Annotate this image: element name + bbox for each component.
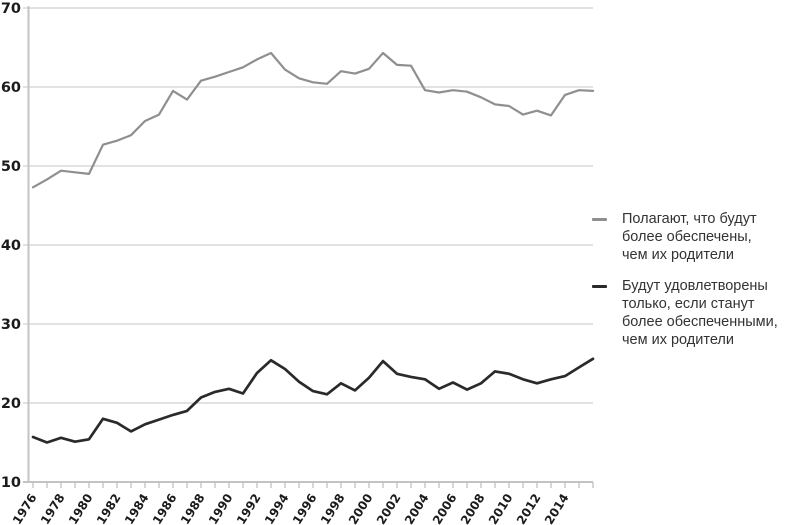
svg-text:2002: 2002 bbox=[374, 491, 404, 525]
svg-text:2004: 2004 bbox=[402, 491, 432, 525]
svg-text:1986: 1986 bbox=[150, 491, 180, 525]
svg-text:20: 20 bbox=[1, 396, 21, 412]
svg-text:10: 10 bbox=[1, 475, 21, 491]
svg-text:1996: 1996 bbox=[290, 491, 320, 525]
series-line-0 bbox=[31, 51, 595, 189]
svg-text:30: 30 bbox=[1, 317, 21, 333]
svg-text:1990: 1990 bbox=[206, 491, 236, 525]
svg-text:2012: 2012 bbox=[514, 491, 544, 525]
y-gridlines bbox=[23, 7, 593, 404]
dark-line-swatch bbox=[592, 284, 607, 288]
legend-label: Будут удовлетворены только, если станут … bbox=[622, 278, 778, 348]
svg-text:1992: 1992 bbox=[234, 491, 264, 525]
series-line-1 bbox=[31, 357, 595, 444]
svg-text:1984: 1984 bbox=[122, 491, 152, 525]
y-tick-labels: 10 20 30 40 50 60 70 bbox=[1, 1, 21, 491]
x-ticks bbox=[32, 482, 594, 488]
svg-text:1980: 1980 bbox=[66, 491, 96, 525]
svg-text:2010: 2010 bbox=[486, 491, 516, 525]
svg-text:1998: 1998 bbox=[318, 491, 348, 525]
svg-text:50: 50 bbox=[1, 159, 21, 175]
svg-text:1994: 1994 bbox=[262, 491, 292, 525]
svg-text:1988: 1988 bbox=[178, 491, 208, 525]
svg-text:2000: 2000 bbox=[346, 491, 376, 525]
axes bbox=[23, 6, 593, 483]
svg-text:70: 70 bbox=[1, 1, 21, 17]
svg-text:1976: 1976 bbox=[10, 491, 40, 525]
gray-line-swatch bbox=[592, 218, 607, 221]
legend-item-expect-better-off: Полагают, что будут более обеспечены, че… bbox=[592, 210, 788, 264]
svg-text:40: 40 bbox=[1, 238, 21, 254]
svg-text:60: 60 bbox=[1, 80, 21, 96]
svg-text:2008: 2008 bbox=[458, 491, 488, 525]
legend-label: Полагают, что будут более обеспечены, че… bbox=[622, 211, 757, 263]
svg-text:1978: 1978 bbox=[38, 491, 68, 525]
legend-item-satisfied-only-if-better-off: Будут удовлетворены только, если станут … bbox=[592, 277, 788, 349]
svg-text:2006: 2006 bbox=[430, 491, 460, 525]
x-tick-labels: 1976197819801982198419861988199019921994… bbox=[10, 491, 572, 525]
svg-text:2014: 2014 bbox=[542, 491, 572, 525]
chart-legend: Полагают, что будут более обеспечены, че… bbox=[592, 210, 788, 362]
svg-text:1982: 1982 bbox=[94, 491, 124, 525]
